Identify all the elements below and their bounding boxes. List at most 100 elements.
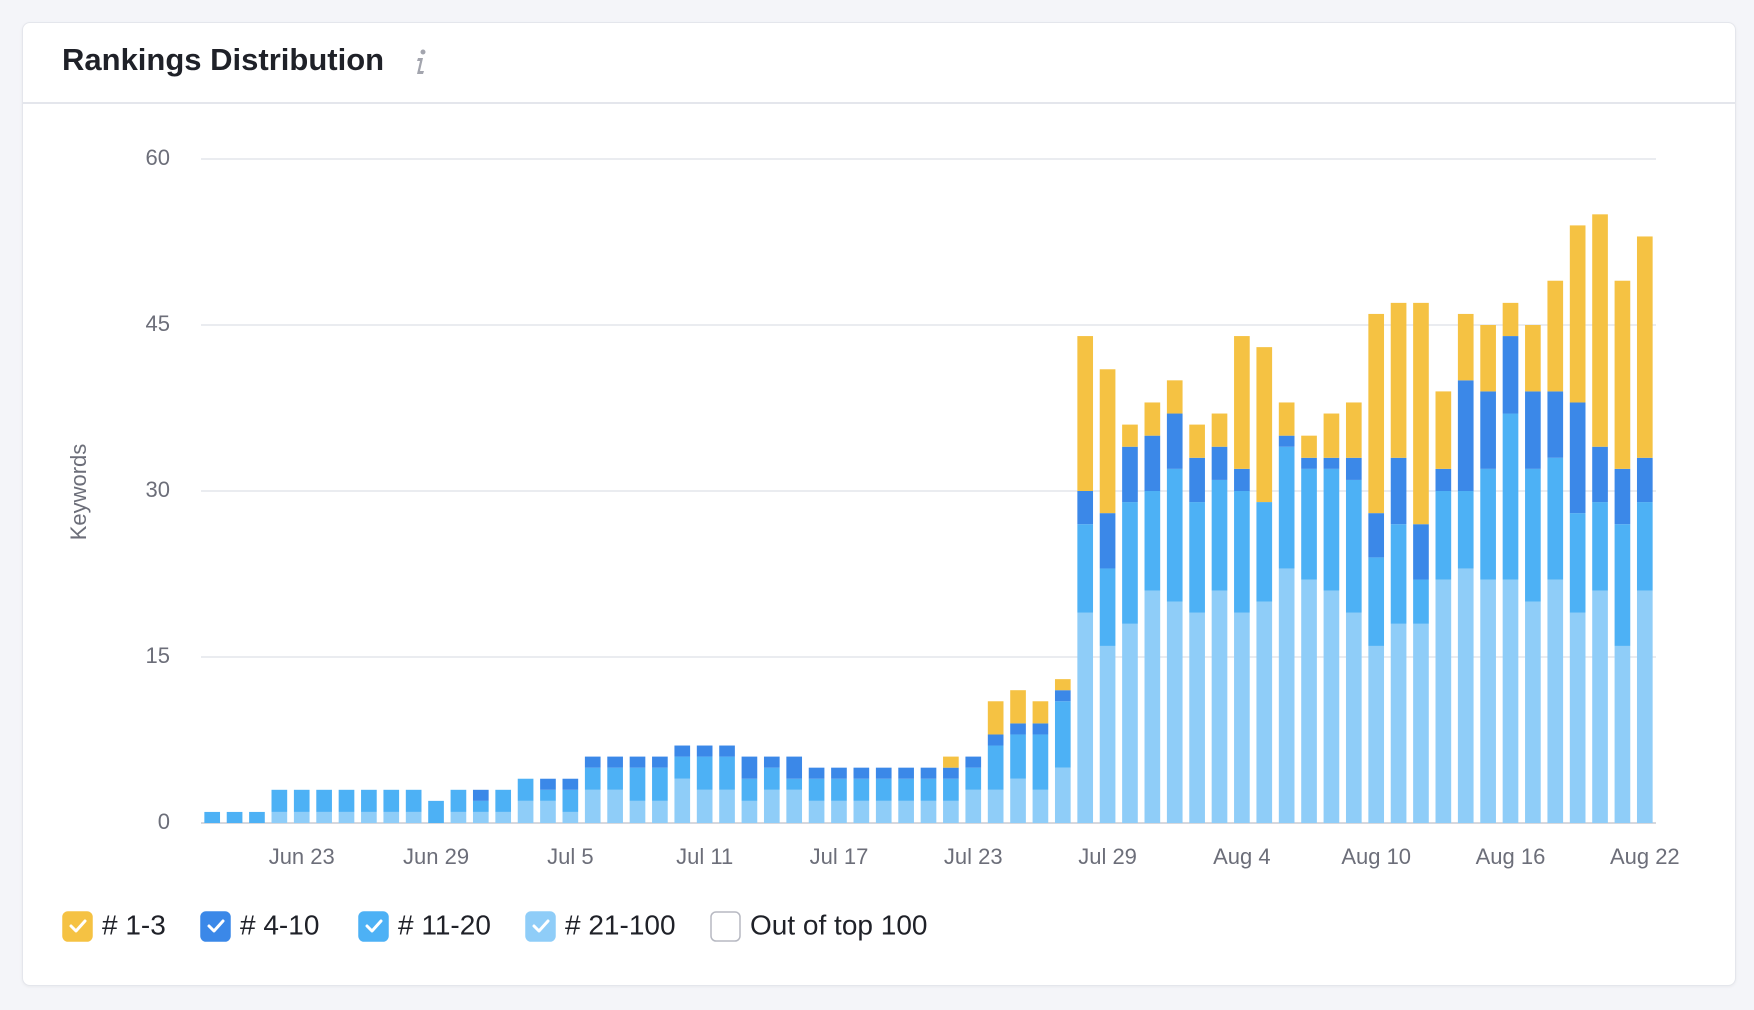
bar-segment (1457, 380, 1474, 491)
y-tick-label: 30 (146, 477, 170, 502)
legend-check[interactable] (365, 919, 383, 933)
bar-segment (1122, 424, 1138, 447)
bar-segment (271, 789, 288, 812)
bar-segment (1010, 723, 1026, 735)
bar-segment (629, 756, 646, 768)
bar-segment (249, 811, 265, 823)
legend-label[interactable]: # 1-3 (102, 909, 166, 940)
bar-segment (607, 756, 623, 768)
bar-segment (1144, 590, 1161, 823)
bar-segment (1054, 701, 1071, 768)
bar-segment (562, 811, 579, 823)
bar-segment (1368, 313, 1385, 514)
bar-segment (920, 767, 937, 779)
bar-segment (204, 811, 221, 823)
bar-segment (831, 800, 847, 823)
legend-checkbox[interactable] (710, 911, 741, 942)
bar-segment (1189, 502, 1205, 613)
legend-label[interactable]: # 21-100 (565, 909, 676, 940)
bar-segment (1077, 612, 1094, 823)
legend-label[interactable]: # 11-20 (398, 909, 491, 940)
bar-segment (1278, 568, 1295, 823)
legend-check[interactable] (69, 919, 87, 933)
bar-segment (1234, 468, 1250, 491)
bar-segment (1502, 579, 1519, 823)
x-tick-label: Jun 23 (269, 844, 335, 869)
bar-segment (1189, 457, 1205, 503)
bar-segment (1077, 524, 1094, 613)
legend-item[interactable]: # 4-10 (200, 909, 319, 942)
bar-segment (1010, 778, 1026, 823)
bar-segment (875, 767, 892, 779)
x-tick-label: Aug 10 (1341, 844, 1411, 869)
bar-segment (1032, 723, 1049, 735)
bar-segment (943, 756, 959, 768)
bar-segment (1345, 402, 1362, 458)
bar-segment (1345, 479, 1362, 613)
legend-check[interactable] (532, 919, 550, 933)
bar-segment (1525, 325, 1541, 392)
bar-segment (741, 800, 758, 823)
bar-segment (1636, 236, 1653, 458)
bar-segment (1054, 767, 1071, 823)
bar-segment (1323, 590, 1340, 823)
bar-segment (383, 811, 400, 823)
bar-segment (1144, 402, 1161, 436)
bar-segment (898, 800, 914, 823)
bar-segment (920, 800, 937, 823)
bar-segment (1144, 435, 1161, 491)
bar-segment (1502, 336, 1519, 414)
x-tick-label: Jul 5 (547, 844, 593, 869)
bar-segment (1525, 391, 1541, 469)
legend-checkbox[interactable] (62, 911, 93, 942)
bar-segment (293, 789, 310, 812)
bar-segment (853, 800, 870, 823)
legend-check[interactable] (207, 919, 225, 933)
legend-label[interactable]: Out of top 100 (750, 909, 927, 940)
bar-segment (1032, 734, 1049, 790)
bar-segment (1234, 612, 1250, 823)
bar-segment (1144, 491, 1161, 591)
bar-segment (1480, 325, 1496, 392)
bar-segment (1278, 402, 1295, 436)
bar-segment (1457, 491, 1474, 569)
bar-segment (1032, 701, 1049, 724)
legend-checkbox[interactable] (200, 911, 231, 942)
bar-segment (943, 778, 959, 801)
bar-segment (562, 789, 579, 812)
legend-item[interactable]: # 1-3 (62, 909, 166, 942)
x-tick-label: Jul 17 (810, 844, 869, 869)
bar-segment (472, 789, 489, 801)
bar-segment (584, 767, 601, 790)
bar-segment (361, 789, 377, 812)
bar-segment (1614, 524, 1631, 646)
legend-label[interactable]: # 4-10 (240, 909, 319, 940)
bar-segment (450, 811, 467, 823)
bar-segment (607, 767, 623, 790)
bar-segment (271, 811, 288, 823)
bar-segment (293, 811, 310, 823)
bar-segment (1301, 468, 1317, 580)
bar-segment (1099, 513, 1116, 569)
legend-item[interactable]: # 21-100 (525, 909, 676, 942)
info-icon[interactable] (417, 49, 426, 75)
bar-segment (629, 800, 646, 823)
bar-segment (898, 778, 914, 801)
legend-item[interactable]: Out of top 100 (710, 909, 927, 942)
bar-segment (808, 800, 825, 823)
bar-segment (540, 789, 556, 801)
bar-segment (1592, 590, 1608, 823)
bar-segment (383, 789, 400, 812)
legend-item[interactable]: # 11-20 (358, 909, 491, 942)
bar-segment (1345, 612, 1362, 823)
x-tick-label: Jul 11 (676, 844, 733, 869)
bar-segment (1413, 579, 1429, 624)
y-tick-label: 0 (158, 809, 170, 834)
y-axis-label: Keywords (66, 444, 91, 541)
legend-checkbox[interactable] (525, 911, 556, 942)
bar-segment (1032, 789, 1049, 823)
bar-segment (472, 811, 489, 823)
bar-segment (1502, 302, 1519, 337)
legend-checkbox[interactable] (358, 911, 389, 942)
